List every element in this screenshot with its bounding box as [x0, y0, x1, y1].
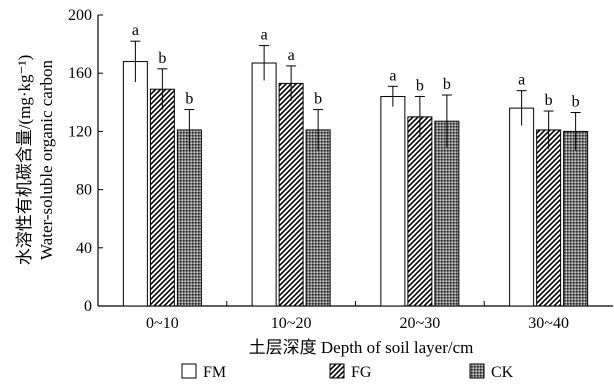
significance-letter: b	[416, 77, 424, 94]
y-tick-label: 40	[76, 240, 92, 257]
bar-fg-1	[278, 82, 304, 307]
significance-letter: a	[389, 67, 396, 84]
bar-ck-0	[176, 129, 202, 307]
y-tick-label: 200	[68, 7, 92, 24]
significance-letter: a	[261, 27, 268, 44]
y-tick-label: 160	[68, 65, 92, 82]
significance-letter: a	[288, 47, 295, 64]
significance-letter: b	[314, 91, 322, 108]
legend-swatch-ck	[469, 363, 485, 379]
significance-letter: a	[518, 72, 525, 89]
bar-fg-3	[536, 129, 562, 307]
bar-fm-1	[251, 62, 277, 307]
y-axis-label-english: Water-soluble organic carbon	[37, 60, 56, 261]
y-axis-label-chinese: 水溶性有机碳含量/(mg·kg⁻¹)	[15, 55, 34, 266]
y-tick-label: 120	[68, 123, 92, 140]
significance-letter: b	[158, 50, 166, 67]
significance-letter: b	[185, 91, 193, 108]
bar-ck-2	[434, 120, 460, 307]
bar-fm-0	[122, 61, 148, 307]
significance-letter: b	[545, 92, 553, 109]
significance-letter: b	[572, 93, 580, 110]
legend-label-ck: CK	[491, 364, 514, 381]
y-tick-label: 80	[76, 182, 92, 199]
bar-fg-0	[149, 88, 175, 307]
legend-swatch-fm	[181, 363, 197, 379]
x-tick-label: 10~20	[271, 315, 312, 332]
bar-fm-3	[509, 107, 535, 307]
y-tick-label: 0	[84, 298, 92, 315]
x-tick-label: 20~30	[400, 315, 441, 332]
legend-label-fm: FM	[203, 364, 226, 381]
bar-fg-2	[407, 116, 433, 307]
legend: FM FG CK	[181, 363, 514, 381]
significance-letter: b	[443, 76, 451, 93]
bar-ck-3	[563, 130, 589, 307]
x-tick-label: 30~40	[528, 315, 569, 332]
bar-ck-1	[305, 129, 331, 307]
bar-fm-2	[380, 95, 406, 307]
x-axis-label: 土层深度 Depth of soil layer/cm	[249, 338, 474, 357]
x-tick-label: 0~10	[146, 315, 179, 332]
plot-area: 0 40 80 120 160 200 0~10 a b b 10~20 a a b 20~30 a b b 30~…	[68, 7, 613, 332]
legend-label-fg: FG	[351, 364, 372, 381]
legend-swatch-fg	[329, 363, 345, 379]
significance-letter: a	[132, 22, 139, 39]
